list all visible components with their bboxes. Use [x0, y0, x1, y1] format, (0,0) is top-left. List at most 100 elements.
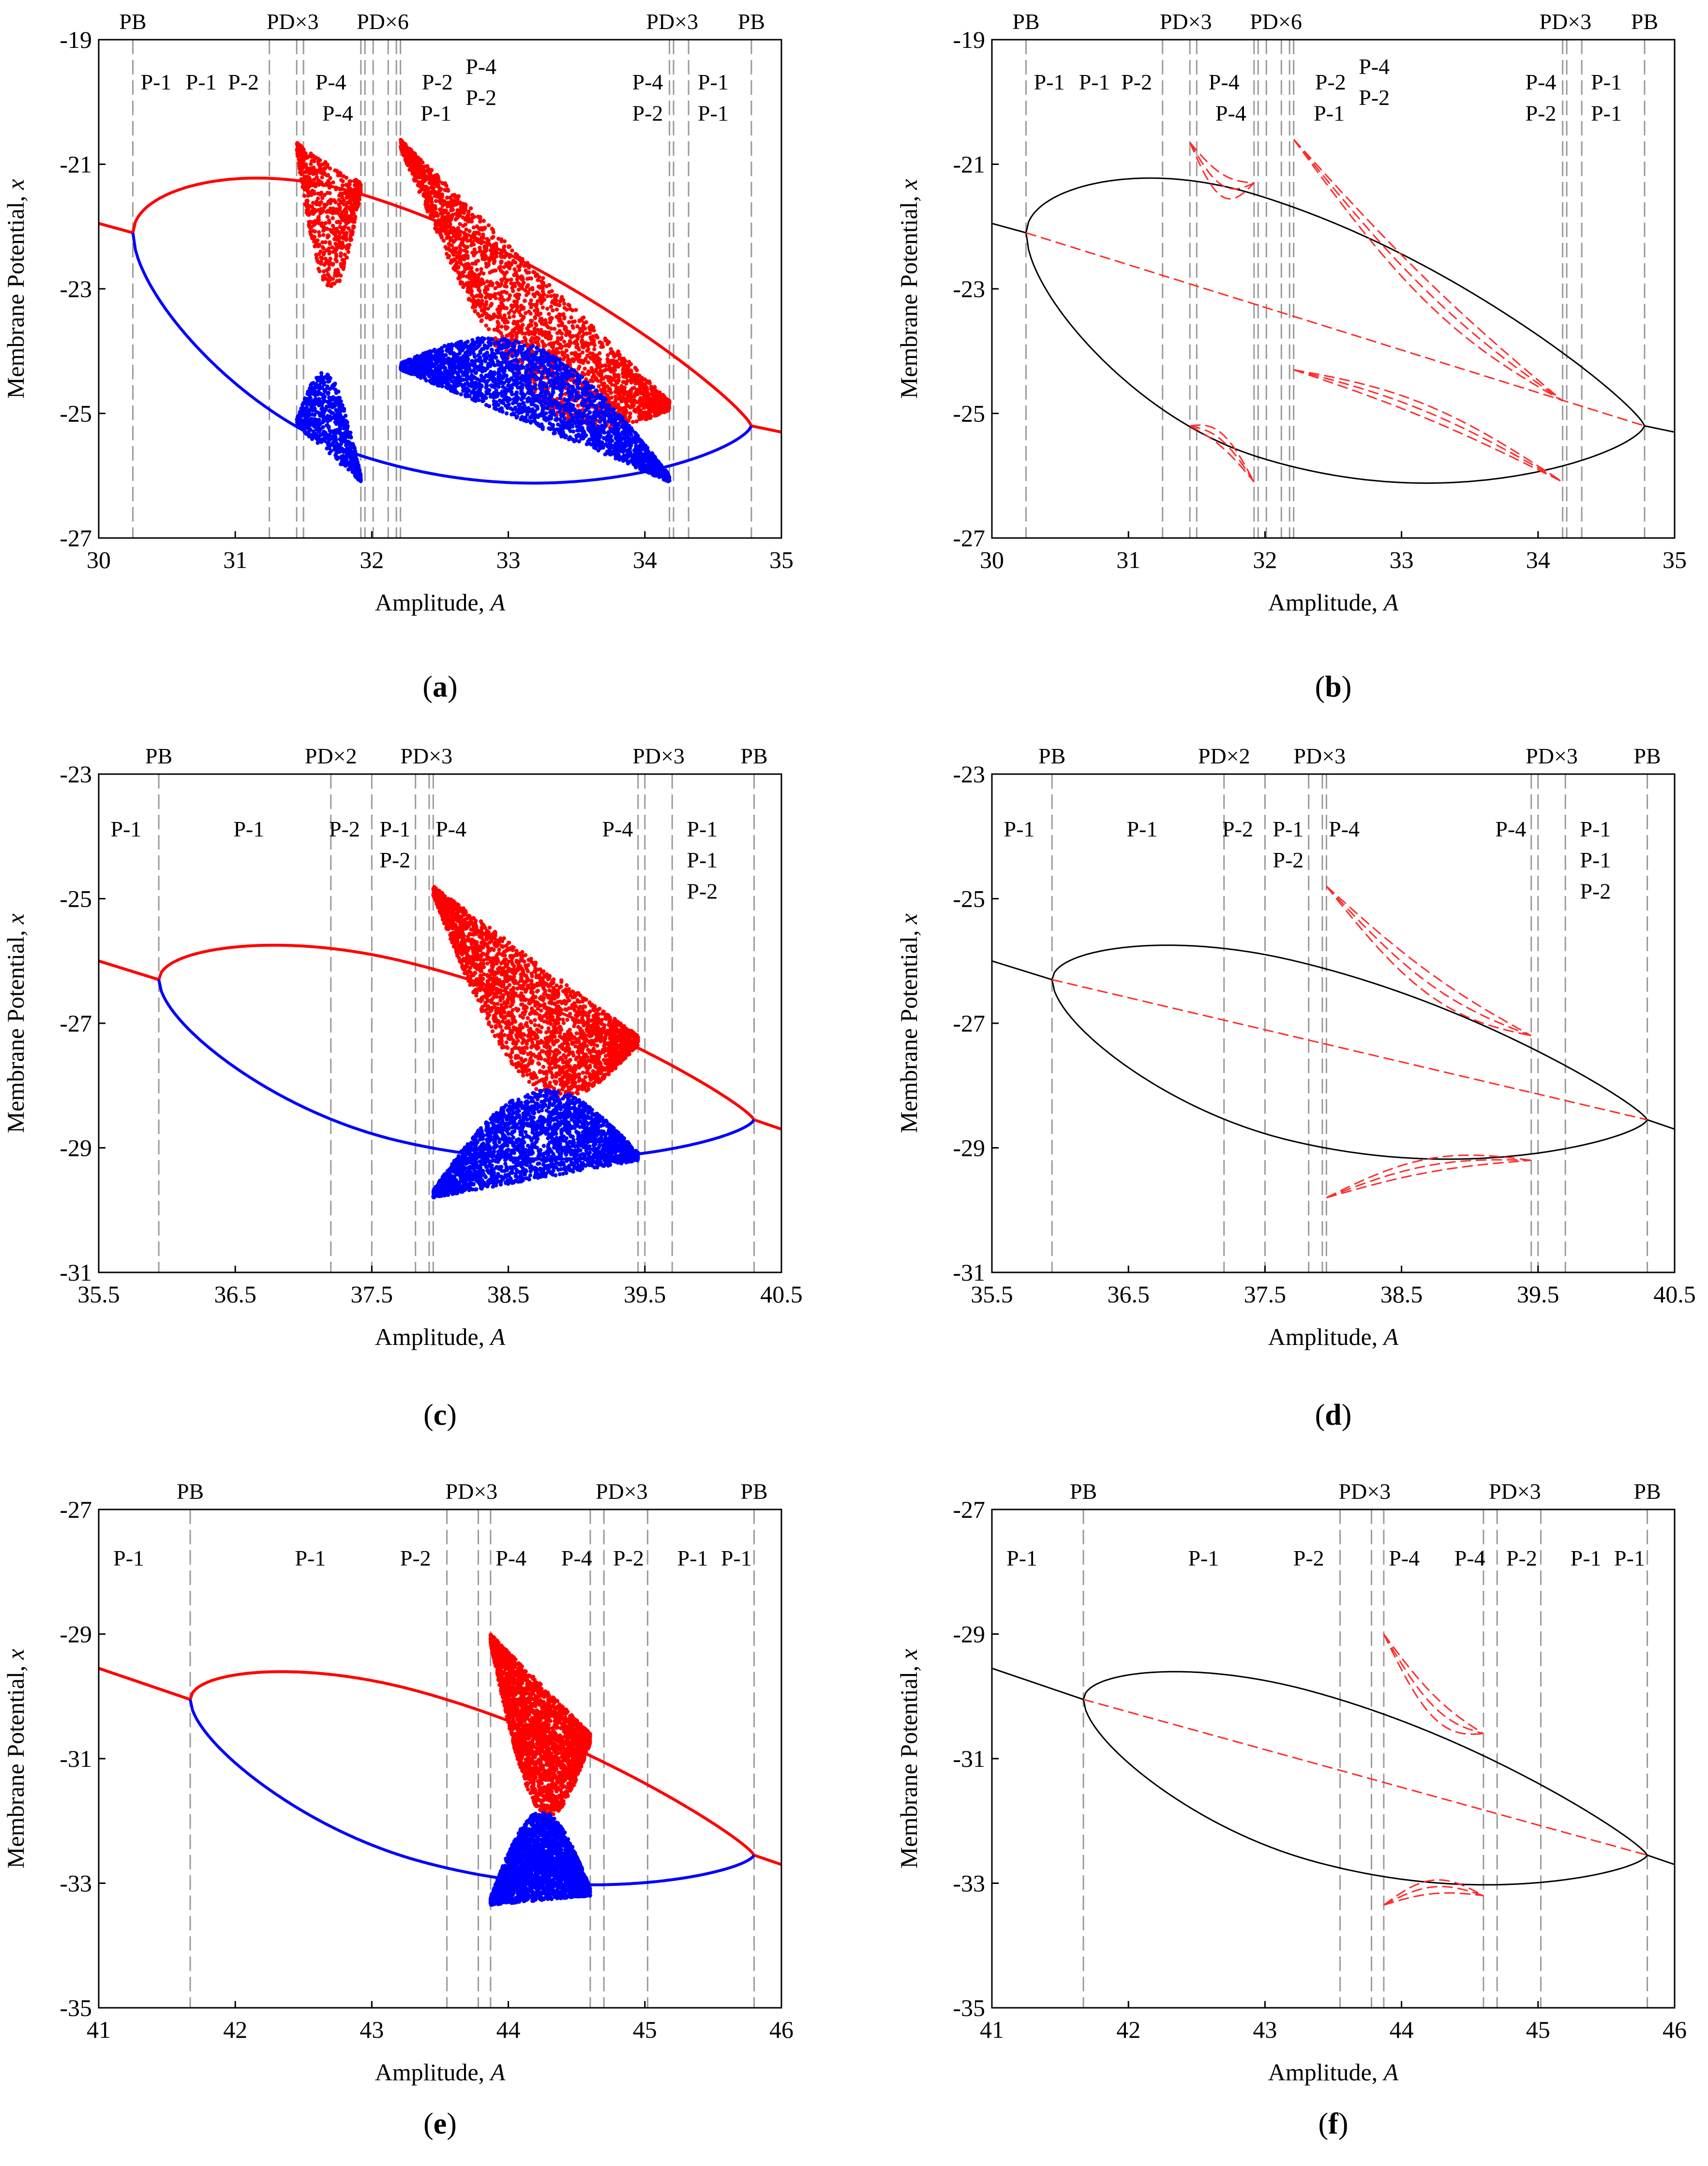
period-label: P-1 [677, 1546, 708, 1570]
panel-c: 35.5 36.5 37.5 38.5 39.5 40.5 -31 -29 -27 -25 -23 A… [2, 744, 803, 1432]
upper-branch-series [1082, 1671, 1648, 1856]
y-tick-label: -35 [60, 1994, 92, 2021]
period-label: P-1 [1314, 101, 1345, 125]
x-tick-label: 42 [1116, 2016, 1140, 2043]
bifurcation-type-label: PB [145, 744, 172, 768]
period-label: P-4 [632, 70, 663, 94]
stable-p1-post [1647, 1119, 1675, 1130]
upper-branch-series [1051, 944, 1648, 1120]
panel-caption: (e) [423, 2107, 457, 2140]
y-axis-label: Membrane Potential, x [895, 913, 922, 1133]
x-axis-label: Amplitude, A [1268, 589, 1399, 616]
unstable-loop-lower [1383, 1892, 1484, 1906]
x-tick-label: 38.5 [1380, 1281, 1423, 1308]
unstable-loop-upper [1293, 138, 1563, 402]
x-tick-label: 32 [360, 546, 384, 573]
upper-branch-series [1025, 177, 1646, 426]
bifurcation-type-label: PB [738, 9, 765, 34]
stable-p1-pre [992, 1667, 1084, 1701]
y-axis-label: Membrane Potential, x [2, 179, 29, 399]
bifurcation-type-label: PD×6 [357, 9, 409, 34]
x-tick-label: 39.5 [1517, 1281, 1559, 1308]
bifurcation-type-label: PB [1633, 1479, 1661, 1504]
period-label: P-1 [1079, 70, 1110, 94]
chaos-upper-cloud [488, 1632, 593, 1817]
bifurcation-type-label: PD×3 [1489, 1479, 1541, 1504]
x-tick-label: 40.5 [1653, 1281, 1696, 1308]
period-label: P-2 [465, 85, 496, 110]
bifurcation-type-label: PB [1070, 1479, 1097, 1504]
period-label: P-4 [1389, 1546, 1420, 1570]
bifurcation-type-label: PB [1012, 9, 1039, 34]
stable-p1-pre [992, 960, 1052, 981]
y-tick-label: -29 [953, 1621, 985, 1648]
period-label: P-2 [1525, 101, 1556, 125]
y-tick-label: -23 [60, 275, 92, 302]
bifurcation-type-label: PD×3 [1526, 744, 1578, 768]
unstable-loop-upper [1383, 1633, 1483, 1735]
panel-e: 41 42 43 44 45 46 -35 -33 -31 -29 -27 Amplitude, A M… [2, 1479, 794, 2140]
x-tick-label: 37.5 [1244, 1281, 1287, 1308]
period-label: P-1 [1614, 1546, 1645, 1570]
x-tick-label: 35.5 [971, 1281, 1013, 1308]
period-label: P-4 [1215, 101, 1246, 125]
bifurcation-type-label: PD×3 [400, 744, 452, 768]
plot-area-a [99, 40, 781, 538]
x-tick-label: 33 [496, 546, 521, 573]
period-label: P-1 [379, 817, 410, 841]
y-tick-label: -27 [60, 1010, 92, 1037]
unstable-loop-upper [1189, 142, 1254, 184]
period-label: P-4 [322, 101, 353, 125]
lower-branch-series [1025, 232, 1646, 484]
x-tick-label: 35 [1663, 546, 1687, 573]
bifurcation-type-label: PB [1038, 744, 1065, 768]
period-label: P-1 [1580, 848, 1611, 872]
y-tick-label: -23 [953, 275, 985, 302]
bifurcation-type-label: PD×2 [1198, 744, 1250, 768]
lower-branch-series [189, 1699, 755, 1886]
lower-branch-series [1082, 1699, 1648, 1886]
x-tick-label: 41 [980, 2016, 1004, 2043]
period-label: P-2 [1315, 70, 1346, 94]
y-tick-label: -21 [953, 151, 985, 178]
x-axis-label: Amplitude, A [375, 1323, 506, 1350]
unstable-loop-lower [1189, 425, 1255, 482]
unstable-loop-lower [1326, 1159, 1531, 1198]
period-label: P-1 [1004, 817, 1034, 841]
period-label: P-4 [1454, 1546, 1485, 1570]
x-tick-label: 34 [633, 546, 657, 573]
x-tick-label: 33 [1390, 546, 1414, 573]
y-tick-label: -25 [60, 885, 92, 912]
y-tick-label: -35 [953, 1994, 985, 2021]
x-tick-label: 45 [1526, 2016, 1550, 2043]
axes-frame [991, 1509, 1676, 2009]
unstable-p1-series [1083, 1699, 1648, 1856]
period-label: P-1 [1188, 1546, 1219, 1570]
panel-caption: (d) [1315, 1399, 1352, 1432]
period-label: P-4 [315, 70, 346, 94]
period-label: P-2 [1580, 879, 1611, 904]
period-label: P-2 [1359, 85, 1390, 110]
period-label: P-1 [1591, 70, 1622, 94]
period-label: P-1 [698, 70, 729, 94]
x-axis-label: Amplitude, A [1268, 2059, 1399, 2086]
period-label: P-2 [329, 817, 360, 841]
unstable-loop-lower [1326, 1159, 1531, 1198]
stable-p1-post [753, 1118, 781, 1131]
y-tick-label: -19 [953, 26, 985, 53]
period-label: P-2 [687, 879, 718, 904]
y-tick-label: -21 [60, 151, 92, 178]
period-label: P-2 [228, 70, 259, 94]
period-label: P-1 [1571, 1546, 1602, 1570]
x-tick-label: 44 [496, 2016, 521, 2043]
bifurcation-type-label: PD×3 [646, 9, 698, 34]
stable-p1-pre [992, 223, 1026, 234]
x-axis-label: Amplitude, A [375, 589, 506, 616]
axes-frame [991, 773, 1676, 1273]
period-label: P-1 [1591, 101, 1622, 125]
x-tick-label: 32 [1253, 546, 1277, 573]
bifurcation-type-label: PB [740, 1479, 767, 1504]
x-tick-label: 31 [1116, 546, 1140, 573]
chaos-lower-cloud [399, 336, 672, 483]
x-tick-label: 44 [1390, 2016, 1414, 2043]
